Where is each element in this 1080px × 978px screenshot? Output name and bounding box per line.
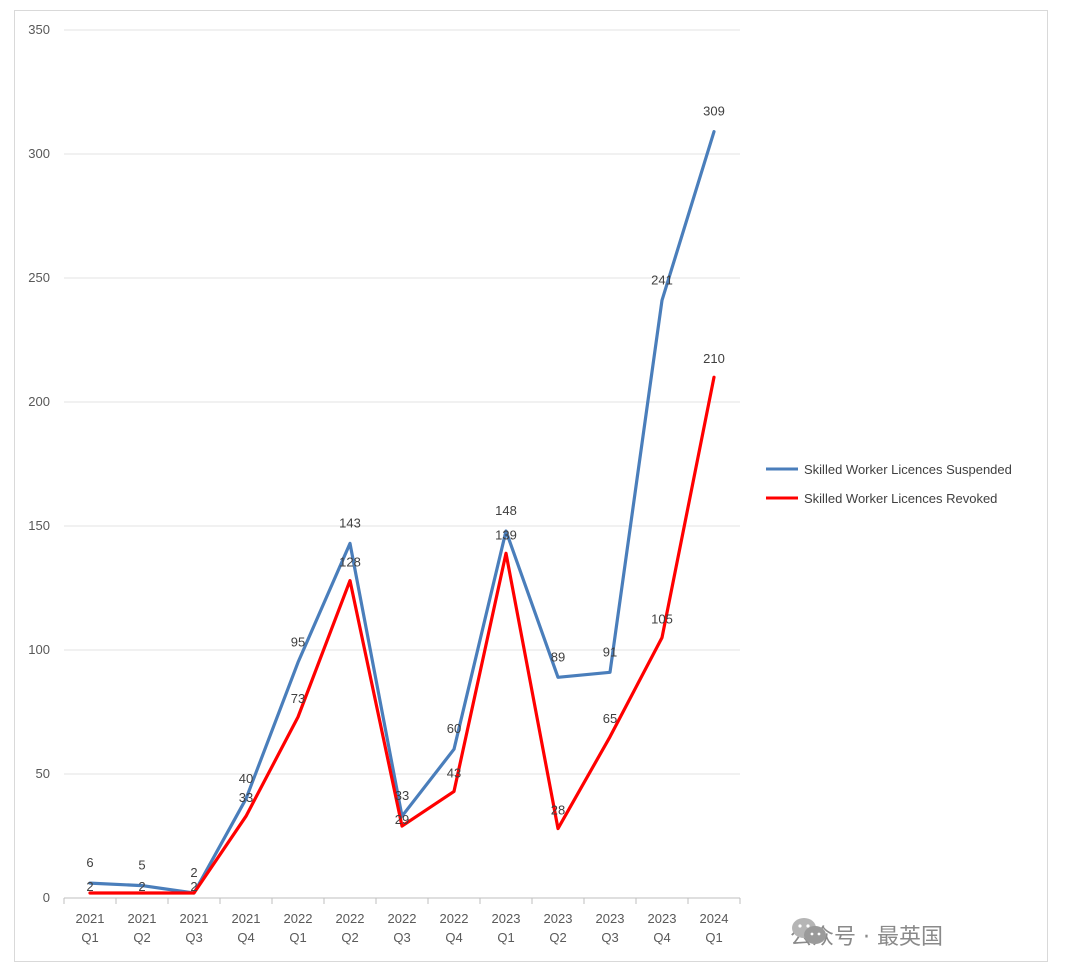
data-label-revoked: 28 (551, 803, 565, 818)
x-tick-label-quarter: Q2 (341, 930, 358, 945)
series-line-suspended (88, 130, 716, 895)
x-tick-label-quarter: Q2 (133, 930, 150, 945)
gridlines (64, 29, 740, 899)
x-tick-label-year: 2024 (700, 911, 729, 926)
x-tick-label-quarter: Q1 (81, 930, 98, 945)
x-tick-label-year: 2023 (596, 911, 625, 926)
x-tick-label-year: 2021 (232, 911, 261, 926)
data-label-suspended: 33 (395, 788, 409, 803)
series-line-revoked (88, 375, 716, 895)
data-label-revoked: 73 (291, 691, 305, 706)
y-tick-label: 250 (28, 270, 50, 285)
x-tick-label-quarter: Q4 (653, 930, 670, 945)
legend-entry: Skilled Worker Licences Suspended (804, 462, 1012, 477)
x-axis: 2021 Q1 2021 Q2 2021 Q3 2021 Q4 2022 Q1 2022 Q2 2022… (63, 898, 741, 945)
data-label-suspended: 2 (190, 865, 197, 880)
x-tick-label-year: 2022 (440, 911, 469, 926)
y-tick-label: 150 (28, 518, 50, 533)
y-tick-label: 200 (28, 394, 50, 409)
legend: Skilled Worker Licences Suspended Skilled… (766, 462, 1012, 506)
x-tick-label-year: 2021 (180, 911, 209, 926)
data-label-suspended: 241 (651, 272, 673, 287)
y-axis-ticks: 0 50 100 150 200 250 300 350 (28, 22, 50, 905)
y-tick-label: 0 (43, 890, 50, 905)
data-label-suspended: 89 (551, 649, 565, 664)
x-tick-label-year: 2022 (388, 911, 417, 926)
chart-frame (14, 10, 1048, 962)
data-label-suspended: 309 (703, 104, 725, 119)
x-tick-label-quarter: Q4 (445, 930, 462, 945)
y-tick-label: 100 (28, 642, 50, 657)
watermark: 公众号 · 最英国 (790, 916, 943, 954)
x-tick-label-year: 2023 (492, 911, 521, 926)
x-tick-label-quarter: Q1 (289, 930, 306, 945)
x-tick-label-quarter: Q3 (393, 930, 410, 945)
data-label-revoked: 33 (239, 790, 253, 805)
y-tick-label: 300 (28, 146, 50, 161)
data-label-revoked: 210 (703, 351, 725, 366)
data-label-suspended: 143 (339, 515, 361, 530)
y-tick-label: 350 (28, 22, 50, 37)
data-label-suspended: 95 (291, 634, 305, 649)
data-label-revoked: 139 (495, 527, 517, 542)
x-tick-label-year: 2023 (648, 911, 677, 926)
data-label-revoked: 2 (138, 879, 145, 894)
data-label-revoked: 43 (447, 765, 461, 780)
x-tick-label-year: 2021 (128, 911, 157, 926)
data-label-revoked: 128 (339, 555, 361, 570)
data-label-revoked: 105 (651, 612, 673, 627)
x-tick-label-year: 2023 (544, 911, 573, 926)
data-label-suspended: 5 (138, 858, 145, 873)
data-label-suspended: 91 (603, 644, 617, 659)
x-tick-label-quarter: Q3 (185, 930, 202, 945)
x-tick-label-quarter: Q2 (549, 930, 566, 945)
data-label-suspended: 6 (86, 855, 93, 870)
data-label-revoked: 2 (190, 879, 197, 894)
x-tick-label-year: 2022 (284, 911, 313, 926)
x-tick-label-quarter: Q3 (601, 930, 618, 945)
data-label-revoked: 29 (395, 812, 409, 827)
data-label-suspended: 40 (239, 771, 253, 786)
data-label-suspended: 148 (495, 503, 517, 518)
x-tick-label-year: 2021 (76, 911, 105, 926)
data-label-revoked: 65 (603, 711, 617, 726)
x-tick-label-quarter: Q4 (237, 930, 254, 945)
legend-entry: Skilled Worker Licences Revoked (804, 491, 997, 506)
x-tick-label-quarter: Q1 (705, 930, 722, 945)
y-tick-label: 50 (36, 766, 50, 781)
data-label-revoked: 2 (86, 879, 93, 894)
data-label-suspended: 60 (447, 721, 461, 736)
x-tick-label-year: 2022 (336, 911, 365, 926)
series-lines (88, 130, 716, 895)
wechat-icon (792, 918, 826, 944)
x-tick-label-quarter: Q1 (497, 930, 514, 945)
